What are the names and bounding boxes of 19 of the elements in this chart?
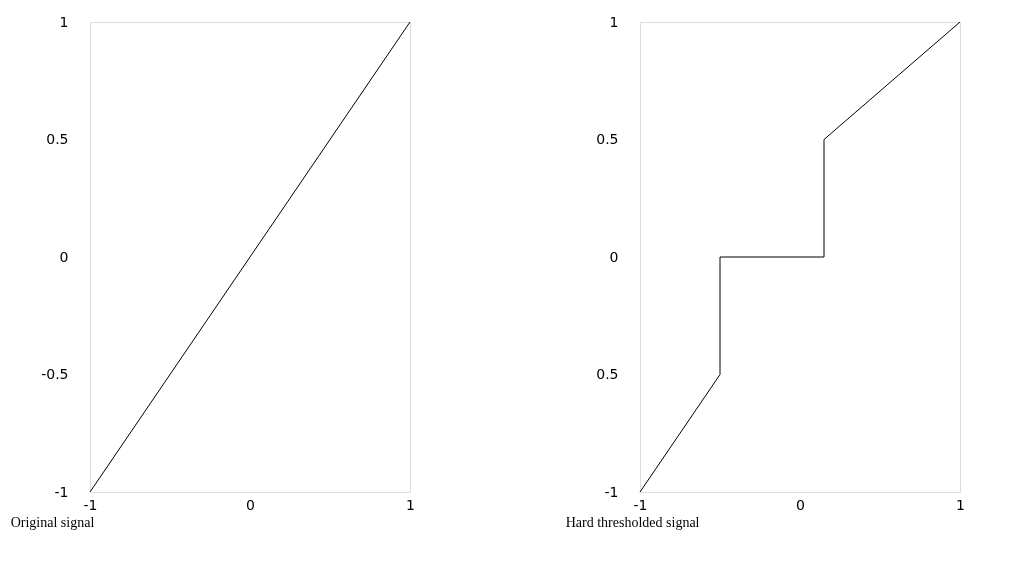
y-tick-label: 0.5 — [596, 366, 619, 382]
x-tick-label: 1 — [956, 496, 965, 513]
x-tick-label: -1 — [83, 496, 98, 513]
x-tick-label: -1 — [633, 496, 648, 513]
x-tick-label: 1 — [406, 496, 415, 513]
text: Original signal — [10, 515, 95, 530]
y-tick-label: -1 — [604, 483, 619, 500]
y-tick-label: 0 — [609, 248, 619, 265]
y-tick-label: 0 — [59, 248, 69, 265]
y-tick-label: 1 — [59, 13, 69, 30]
x-tick-label: 0 — [246, 496, 255, 513]
y-tick-label: -1 — [54, 483, 69, 500]
y-tick-label: 1 — [609, 13, 619, 30]
y-tick-label: -0.5 — [41, 366, 69, 382]
text: Hard thresholded signal — [565, 515, 700, 530]
line-series — [639, 21, 961, 493]
x-tick-label: 0 — [796, 496, 805, 513]
y-tick-label: 0.5 — [596, 131, 619, 147]
y-tick-label: 0.5 — [46, 131, 69, 147]
